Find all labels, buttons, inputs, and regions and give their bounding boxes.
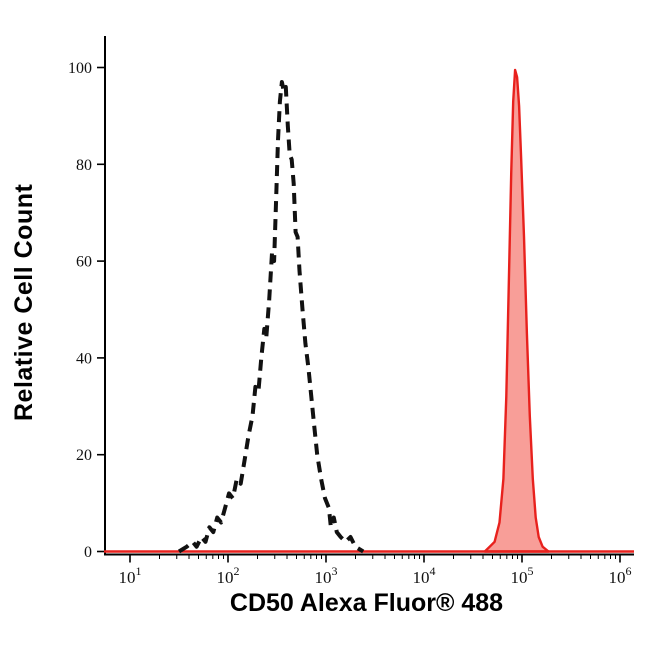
x-tick-label: 104 [413,564,436,587]
y-tick-label: 60 [76,254,92,271]
x-tick-exponent: 6 [626,564,632,578]
x-tick-label: 106 [609,564,632,587]
control-dashed-curve [177,80,365,554]
x-tick-label: 105 [511,564,534,587]
x-tick-label: 103 [315,564,338,587]
x-tick-exponent: 4 [430,564,436,578]
y-tick-label: 100 [68,60,92,77]
y-tick-label: 20 [76,447,92,464]
x-tick-label: 101 [119,564,142,587]
y-axis-title: Relative Cell Count [10,183,38,422]
x-axis-title: CD50 Alexa Fluor® 488 [229,589,504,617]
y-tick-label: 80 [76,157,92,174]
y-tick-label: 0 [84,544,92,561]
x-tick-exponent: 5 [528,564,534,578]
stained-filled-curve [483,68,550,553]
x-tick-label: 102 [217,564,240,587]
x-tick-exponent: 1 [136,564,142,578]
y-tick-label: 40 [76,350,92,367]
x-tick-exponent: 3 [332,564,338,578]
x-tick-exponent: 2 [234,564,240,578]
